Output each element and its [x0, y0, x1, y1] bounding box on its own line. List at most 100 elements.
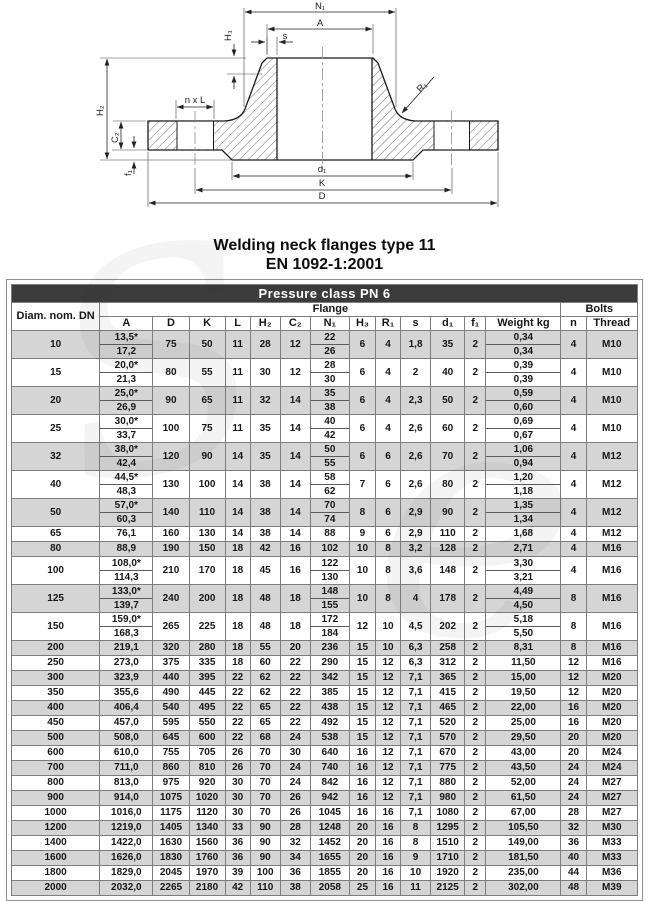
cell-l: 11	[224, 386, 251, 415]
cell-s: 7,1	[400, 715, 432, 731]
cell-f1: 2	[464, 414, 487, 443]
cell-f1: 2	[464, 700, 487, 716]
cell-h3: 16	[348, 805, 376, 821]
cell-subvalue: 50	[311, 444, 349, 457]
cell-n: 12	[560, 670, 587, 686]
cell-thread: M33	[585, 835, 639, 851]
cell-s: 4,5	[400, 612, 432, 641]
cell-dn: 700	[10, 760, 101, 776]
cell-subvalue: 1,18	[513, 486, 534, 497]
cell-h2: 48	[249, 612, 281, 641]
cell-subvalue: 74	[324, 514, 336, 525]
table-row: 25 30,0* 33,7 100 75 11 35 14 40 42 6 4 2,6 60 2 0,69 0,…	[10, 414, 639, 443]
cell-l: 14	[224, 442, 251, 471]
cell-k: 1340	[188, 820, 226, 836]
cell-r1: 4	[374, 330, 402, 359]
cell-d: 90	[152, 386, 190, 415]
cell-h3: 15	[348, 685, 376, 701]
cell-a: 355,6	[99, 685, 154, 701]
cell-n1: 385	[309, 685, 350, 701]
cell-c2: 22	[279, 670, 311, 686]
cell-subvalue: 58	[311, 472, 349, 485]
cell-subvalue: 148	[311, 586, 349, 599]
cell-d: 160	[152, 526, 190, 542]
cell-a: 508,0	[99, 730, 154, 746]
cell-c2: 22	[279, 700, 311, 716]
cell-l: 11	[224, 414, 251, 443]
cell-h2: 60	[249, 655, 281, 671]
cell-subvalue: 70	[311, 500, 349, 513]
cell-thread: M16	[585, 556, 639, 585]
cell-n: 4	[560, 386, 587, 415]
header-col-f1: f₁	[464, 316, 487, 331]
cell-k: 130	[188, 526, 226, 542]
cell-n: 36	[560, 835, 587, 851]
cell-a: 30,0* 33,7	[99, 414, 154, 443]
cell-subvalue: 114,3	[114, 572, 139, 583]
cell-l: 14	[224, 498, 251, 527]
cell-s: 7,1	[400, 730, 432, 746]
cell-a: 711,0	[99, 760, 154, 776]
cell-h2: 35	[249, 442, 281, 471]
cell-h2: 70	[249, 805, 281, 821]
cell-dn: 400	[10, 700, 101, 716]
header-col-h3: H₃	[348, 316, 376, 331]
cell-d1: 2125	[430, 880, 466, 896]
cell-subvalue: 26,9	[116, 402, 137, 413]
cell-l: 42	[224, 880, 251, 896]
header-group-bolts: Bolts	[560, 302, 638, 317]
cell-h3: 25	[348, 880, 376, 896]
cell-thread: M27	[585, 775, 639, 791]
cell-n1: 28 30	[309, 358, 350, 387]
cell-n1: 58 62	[309, 470, 350, 499]
cell-h3: 15	[348, 730, 376, 746]
cell-a: 13,5* 17,2	[99, 330, 154, 359]
cell-k: 50	[188, 330, 226, 359]
cell-n: 4	[560, 358, 587, 387]
dim-label-f1: f₁	[123, 170, 134, 176]
cell-thread: M16	[585, 584, 639, 613]
cell-r1: 12	[374, 700, 402, 716]
cell-h2: 110	[249, 880, 281, 896]
cell-d: 440	[152, 670, 190, 686]
cell-s: 8	[400, 820, 432, 836]
cell-c2: 24	[279, 760, 311, 776]
cell-n: 20	[560, 730, 587, 746]
cell-n1: 22 26	[309, 330, 350, 359]
cell-weight: 1,20 1,18	[485, 470, 562, 499]
cell-l: 26	[224, 745, 251, 761]
cell-h3: 10	[348, 556, 376, 585]
dim-label-s: s	[283, 31, 288, 42]
cell-dn: 500	[10, 730, 101, 746]
cell-subvalue: 172	[311, 614, 349, 627]
cell-s: 11	[400, 880, 432, 896]
cell-n1: 842	[309, 775, 350, 791]
cell-weight: 19,50	[485, 685, 562, 701]
cell-k: 1760	[188, 850, 226, 866]
cell-subvalue: 62	[324, 486, 336, 497]
cell-h3: 6	[348, 330, 376, 359]
cell-subvalue: 184	[321, 628, 339, 639]
cell-n1: 102	[309, 541, 350, 557]
cell-weight: 11,50	[485, 655, 562, 671]
cell-a: 133,0* 139,7	[99, 584, 154, 613]
cell-a: 1016,0	[99, 805, 154, 821]
table-row: 1600 1626,0 1830 1760 36 90 34 1655 20 16 9 1710 2 18…	[10, 850, 639, 866]
dim-label-h2: H₂	[95, 105, 106, 116]
cell-subvalue: 1,06	[486, 444, 560, 457]
cell-a: 1219,0	[99, 820, 154, 836]
cell-d1: 70	[430, 442, 466, 471]
table-row: 250 273,0 375 335 18 60 22 290 15 12 6,3 312 2 11,50 1…	[10, 655, 639, 671]
cell-n: 4	[560, 498, 587, 527]
cell-subvalue: 4,49	[486, 586, 560, 599]
cell-l: 22	[224, 670, 251, 686]
cell-k: 445	[188, 685, 226, 701]
cell-h3: 20	[348, 835, 376, 851]
cell-h3: 6	[348, 442, 376, 471]
cell-h2: 70	[249, 775, 281, 791]
cell-s: 6,3	[400, 640, 432, 656]
cell-subvalue: 155	[321, 600, 339, 611]
cell-weight: 43,50	[485, 760, 562, 776]
cell-h3: 10	[348, 584, 376, 613]
cell-c2: 24	[279, 775, 311, 791]
